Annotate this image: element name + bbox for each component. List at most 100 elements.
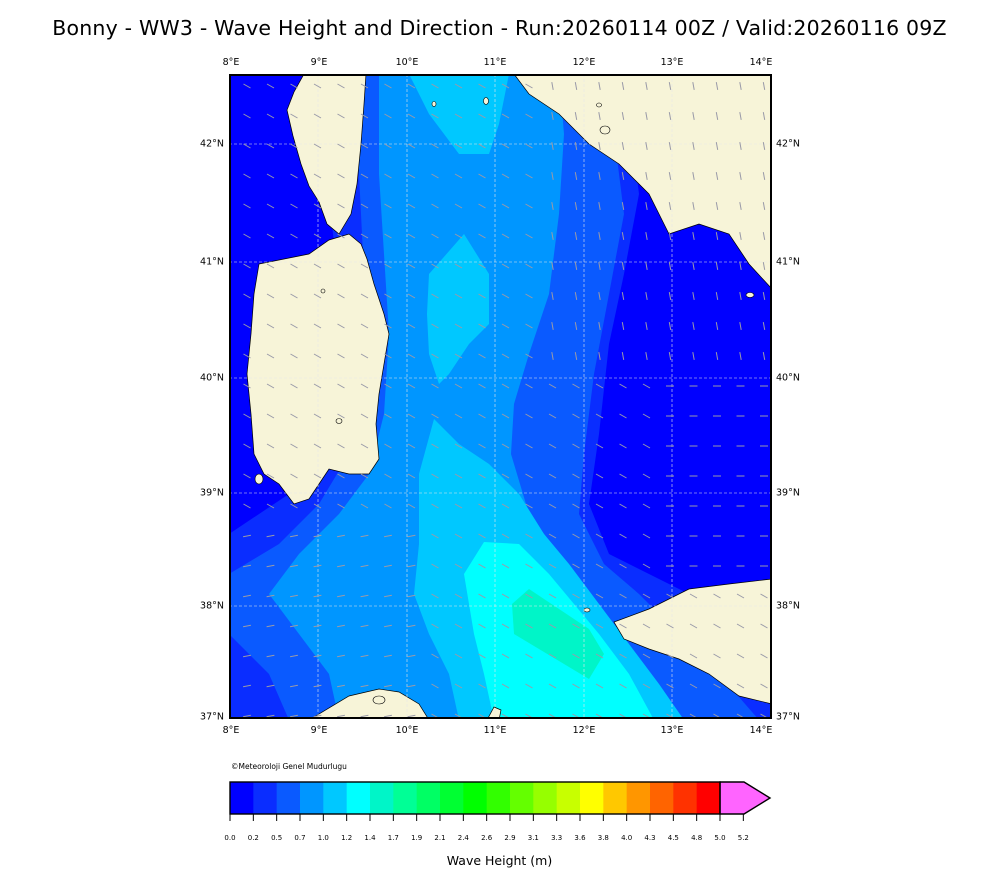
wave-direction-arrow bbox=[313, 143, 322, 149]
wave-direction-arrow bbox=[407, 263, 416, 269]
wave-direction-arrow bbox=[621, 292, 625, 300]
chart-title: Bonny - WW3 - Wave Height and Direction … bbox=[52, 16, 947, 40]
wave-direction-arrow bbox=[454, 113, 463, 119]
colorbar-cell bbox=[370, 782, 394, 814]
wave-direction-arrow bbox=[598, 82, 601, 90]
wave-direction-arrow bbox=[384, 233, 392, 239]
colorbar-tick-label: 5.0 bbox=[714, 834, 726, 842]
wave-direction-arrow bbox=[360, 293, 369, 299]
wave-direction-arrow bbox=[454, 323, 463, 329]
wave-direction-arrow bbox=[313, 413, 322, 419]
wave-direction-arrow bbox=[645, 352, 648, 360]
wave-direction-arrow bbox=[407, 143, 416, 149]
wave-direction-arrow bbox=[666, 593, 674, 599]
lat-label-left-38: 38°N bbox=[200, 600, 224, 612]
wave-direction-arrow bbox=[501, 623, 510, 629]
lon-label-top-8: 8°E bbox=[222, 57, 240, 68]
wave-direction-arrow bbox=[313, 473, 322, 479]
wave-direction-arrow bbox=[407, 714, 416, 718]
wave-direction-arrow bbox=[760, 653, 768, 659]
wave-direction-arrow bbox=[478, 473, 486, 479]
wave-direction-arrow bbox=[642, 533, 651, 539]
wave-direction-arrow bbox=[621, 142, 625, 150]
wave-direction-arrow bbox=[478, 563, 486, 569]
wave-direction-arrow bbox=[290, 383, 298, 389]
wave-direction-arrow bbox=[407, 383, 416, 389]
wave-direction-arrow bbox=[290, 503, 298, 509]
colorbar-cell bbox=[230, 782, 254, 814]
wave-direction-arrow bbox=[595, 443, 604, 449]
graticule bbox=[230, 75, 771, 718]
wave-direction-arrow bbox=[337, 263, 345, 269]
wave-direction-arrow bbox=[619, 623, 627, 629]
wave-direction-arrow bbox=[266, 624, 275, 628]
wave-direction-arrow bbox=[266, 113, 275, 119]
wave-direction-arrow bbox=[431, 233, 439, 239]
wave-direction-arrow bbox=[760, 683, 768, 689]
island-7 bbox=[335, 418, 343, 424]
wave-direction-arrow bbox=[478, 233, 486, 239]
wave-direction-arrow bbox=[290, 564, 298, 568]
wave-direction-arrow bbox=[642, 683, 651, 689]
wave-direction-arrow bbox=[407, 684, 416, 688]
wave-direction-arrow bbox=[431, 413, 439, 419]
wave-direction-arrow bbox=[243, 534, 251, 538]
colorbar-cell bbox=[510, 782, 534, 814]
wave-direction-arrow bbox=[715, 262, 719, 270]
wave-direction-arrow bbox=[478, 203, 486, 209]
wave-direction-arrow bbox=[501, 503, 510, 509]
wave-direction-arrow bbox=[713, 623, 721, 629]
lon-label-bottom-11: 11°E bbox=[483, 725, 507, 736]
wave-direction-arrow bbox=[525, 323, 533, 329]
wave-direction-arrow bbox=[478, 623, 486, 629]
lon-label-top-11: 11°E bbox=[483, 57, 507, 68]
wave-direction-arrow bbox=[642, 653, 651, 659]
wave-direction-arrow bbox=[266, 353, 275, 359]
wave-direction-arrow bbox=[595, 473, 604, 479]
wave-band-1.4 bbox=[512, 589, 604, 679]
wave-direction-arrow bbox=[762, 352, 766, 360]
wave-direction-arrow bbox=[384, 473, 392, 479]
wave-direction-arrow bbox=[621, 352, 625, 360]
wave-direction-arrow bbox=[478, 413, 486, 419]
wave-direction-arrow bbox=[501, 653, 510, 659]
colorbar-tick-label: 2.6 bbox=[481, 834, 493, 842]
wave-direction-arrow bbox=[619, 683, 627, 689]
wave-direction-arrow bbox=[360, 173, 369, 179]
lon-label-bottom-9: 9°E bbox=[310, 725, 328, 736]
wave-direction-arrow bbox=[551, 292, 554, 300]
wave-direction-arrow bbox=[384, 293, 392, 299]
wave-direction-arrow bbox=[290, 323, 298, 329]
wave-direction-arrow bbox=[501, 383, 510, 389]
colorbar-cell bbox=[696, 782, 721, 814]
wave-direction-arrow bbox=[689, 593, 698, 599]
wave-direction-arrow bbox=[384, 564, 392, 568]
wave-direction-arrow bbox=[313, 263, 322, 269]
wave-direction-arrow bbox=[525, 83, 533, 89]
wave-direction-arrow bbox=[290, 594, 298, 598]
colorbar-tick-label: 2.1 bbox=[434, 834, 446, 842]
wave-direction-arrow bbox=[572, 383, 580, 389]
wave-direction-arrow bbox=[337, 534, 345, 538]
wave-direction-arrow bbox=[715, 322, 719, 330]
map-frame bbox=[229, 74, 772, 719]
wave-direction-arrow bbox=[666, 623, 674, 629]
wave-direction-arrow bbox=[407, 443, 416, 449]
wave-direction-arrow bbox=[619, 503, 627, 509]
wave-direction-arrow bbox=[739, 292, 742, 300]
wave-direction-arrow bbox=[762, 172, 766, 180]
wave-direction-arrow bbox=[290, 83, 298, 89]
wave-direction-arrow bbox=[337, 714, 345, 718]
wave-direction-arrow bbox=[290, 684, 298, 688]
wave-direction-arrow bbox=[525, 233, 533, 239]
lon-label-bottom-8: 8°E bbox=[222, 725, 240, 736]
colorbar bbox=[229, 781, 772, 821]
wave-direction-arrow bbox=[668, 112, 672, 120]
lat-label-left-40: 40°N bbox=[200, 372, 224, 384]
wave-direction-arrow bbox=[478, 683, 486, 689]
wave-direction-arrow bbox=[313, 594, 322, 598]
wave-direction-arrow bbox=[360, 383, 369, 389]
wave-direction-arrow bbox=[337, 564, 345, 568]
wave-direction-arrow bbox=[478, 113, 486, 119]
wave-direction-arrow bbox=[642, 563, 651, 569]
